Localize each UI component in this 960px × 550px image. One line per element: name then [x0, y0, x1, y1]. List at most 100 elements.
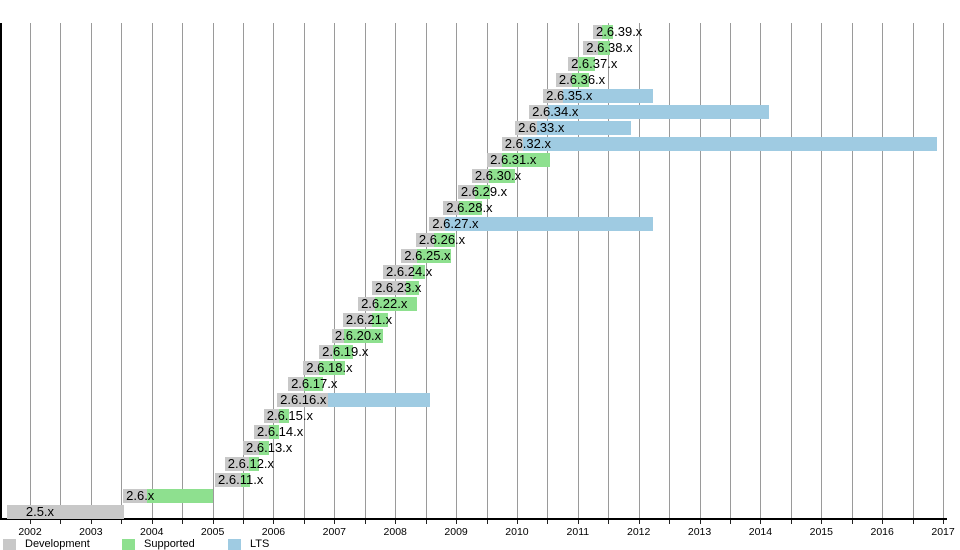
gridline — [486, 23, 488, 518]
version-label: 2.6.22.x — [361, 296, 408, 311]
development-swatch — [3, 539, 16, 550]
gridline — [60, 23, 62, 518]
gridline — [456, 23, 458, 518]
timeline-bar-supported — [344, 329, 384, 343]
timeline-bar-development — [529, 105, 548, 119]
timeline-bar-supported — [602, 25, 614, 39]
axis-tick — [608, 520, 610, 524]
gridline — [851, 23, 853, 518]
gridline — [516, 23, 518, 518]
timeline-bar-development — [443, 201, 460, 215]
version-label: 2.6.33.x — [518, 120, 565, 135]
version-label: 2.6.39.x — [596, 24, 643, 39]
timeline-bar-development — [457, 185, 475, 199]
gridline — [699, 23, 701, 518]
gridline — [121, 23, 123, 518]
version-label: 2.6.12.x — [227, 456, 275, 471]
timeline-bar-supported — [278, 409, 290, 423]
gridline — [425, 23, 427, 518]
x-axis-line — [0, 518, 947, 520]
axis-tick — [730, 520, 731, 524]
version-label: 2.6.27.x — [432, 216, 479, 231]
timeline-bar-development — [568, 57, 578, 71]
gridline — [577, 23, 579, 518]
timeline-bar-development — [319, 345, 334, 359]
timeline-bar-development — [583, 41, 598, 55]
gridline — [364, 23, 366, 518]
gridline — [669, 23, 671, 518]
gridline — [760, 23, 762, 518]
timeline-bar-lts — [537, 121, 631, 135]
timeline-bar-development — [303, 361, 320, 375]
version-label: 2.6.19.x — [322, 344, 369, 359]
timeline-bar-supported — [412, 265, 426, 279]
timeline-bar-supported — [146, 489, 214, 503]
timeline-bar-supported — [406, 281, 419, 295]
timeline-bar-lts — [523, 137, 937, 151]
year-tick-label: 2002 — [18, 526, 42, 538]
gridline — [212, 23, 214, 518]
version-label: 2.6.38.x — [586, 40, 633, 55]
year-tick-label: 2012 — [627, 526, 651, 538]
legend-label-development: Development — [25, 538, 90, 550]
axis-tick — [851, 520, 853, 524]
timeline-bar-supported — [241, 473, 250, 487]
version-label: 2.6.21.x — [345, 312, 393, 327]
timeline-bar-development — [6, 505, 124, 519]
timeline-bar-development — [487, 153, 502, 167]
timeline-bar-development — [263, 409, 279, 423]
axis-tick — [182, 520, 184, 524]
timeline-bar-lts — [445, 217, 653, 231]
axis-tick — [151, 520, 153, 524]
version-label: 2.6.15.x — [266, 408, 313, 423]
timeline-bar-development — [515, 121, 538, 135]
version-label: 2.6.13.x — [246, 440, 293, 455]
gridline — [943, 23, 945, 518]
version-label: 2.6.16.x — [280, 392, 327, 407]
year-tick-label: 2017 — [931, 526, 955, 538]
timeline-bar-supported — [303, 377, 323, 391]
legend-item-development: Development — [3, 538, 90, 550]
timeline-bar-lts — [563, 89, 653, 103]
axis-tick — [912, 520, 914, 524]
timeline-bar-supported — [474, 185, 491, 199]
year-tick-label: 2014 — [748, 526, 773, 538]
version-label: 2.6.37.x — [571, 56, 618, 71]
axis-tick — [212, 520, 214, 524]
axis-tick — [821, 520, 823, 524]
timeline-bar-development — [593, 25, 603, 39]
timeline-bar-development — [342, 313, 373, 327]
legend-label-supported: Supported — [144, 538, 195, 550]
year-tick-label: 2011 — [566, 526, 590, 538]
timeline-bar-development — [254, 425, 270, 439]
version-label: 2.6.24.x — [386, 264, 433, 279]
timeline-bar-development — [277, 393, 329, 407]
axis-tick — [303, 520, 305, 524]
timeline-bar-development — [383, 265, 413, 279]
axis-tick — [425, 520, 427, 524]
timeline-bar-supported — [269, 425, 279, 439]
timeline-bar-supported — [501, 153, 550, 167]
gridline — [547, 23, 549, 518]
version-label: 2.6.x — [126, 488, 155, 503]
gridline — [821, 23, 823, 518]
version-label: 2.6.17.x — [291, 376, 338, 391]
timeline-bar-development — [288, 377, 304, 391]
timeline-bar-lts — [548, 105, 769, 119]
gridline — [638, 23, 640, 518]
axis-tick — [243, 520, 245, 524]
axis-tick — [30, 520, 31, 524]
year-tick-label: 2009 — [444, 526, 468, 538]
gridline — [730, 23, 731, 518]
version-label: 2.6.28.x — [446, 200, 493, 215]
timeline-bar-supported — [249, 457, 259, 471]
gridline — [303, 23, 305, 518]
timeline-bar-development — [243, 441, 259, 455]
timeline-bar-development — [471, 169, 489, 183]
gridline — [151, 23, 153, 518]
year-tick-label: 2010 — [505, 526, 529, 538]
timeline-bar-development — [372, 281, 407, 295]
axis-tick — [547, 520, 549, 524]
timeline-bar-supported — [571, 73, 589, 87]
